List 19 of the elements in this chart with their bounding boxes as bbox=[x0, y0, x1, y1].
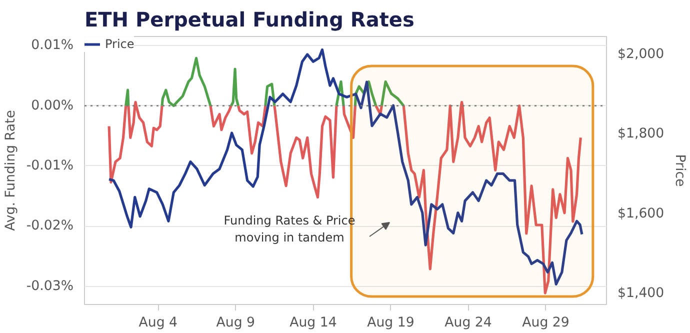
y2-tick-label: $2,000 bbox=[618, 46, 664, 62]
y-tick-label: 0.01% bbox=[31, 38, 74, 54]
y-tick-label: -0.03% bbox=[26, 278, 74, 294]
y-tick-label: 0.00% bbox=[31, 98, 74, 114]
y-axis-title: Avg. Funding Rate bbox=[3, 110, 18, 231]
y2-tick-label: $1,400 bbox=[618, 286, 664, 302]
y-tick-label: -0.02% bbox=[26, 218, 74, 234]
y2-tick-label: $1,800 bbox=[618, 126, 664, 142]
x-tick-label: Aug 19 bbox=[367, 316, 414, 330]
x-tick-label: Aug 29 bbox=[522, 316, 570, 330]
x-tick-label: Aug 4 bbox=[138, 316, 178, 330]
y-tick-label: -0.01% bbox=[26, 158, 74, 174]
legend-label: Price bbox=[105, 37, 134, 51]
y2-tick-label: $1,600 bbox=[618, 206, 664, 222]
chart-title: ETH Perpetual Funding Rates bbox=[84, 8, 414, 32]
y2-axis-title: Price bbox=[672, 154, 688, 187]
x-tick-label: Aug 24 bbox=[444, 316, 492, 330]
x-tick-label: Aug 9 bbox=[216, 316, 256, 330]
x-tick-label: Aug 14 bbox=[290, 316, 337, 330]
